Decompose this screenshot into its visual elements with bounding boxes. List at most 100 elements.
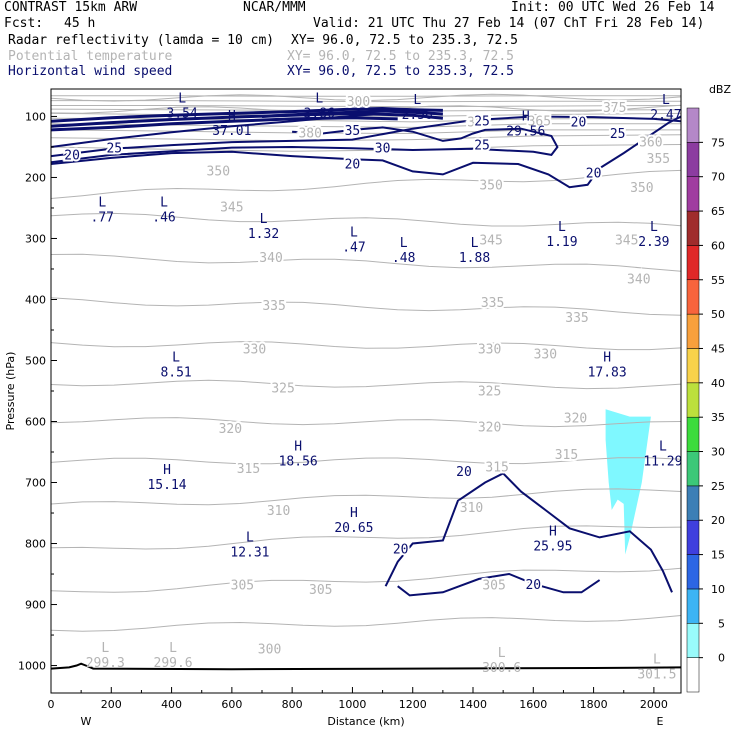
wind-extremum-marker: L: [413, 93, 421, 108]
wind-extremum-marker: L: [315, 91, 323, 106]
field-theta-xy: XY= 96.0, 72.5 to 235.3, 72.5: [287, 49, 514, 64]
theta-contour-upper: [51, 105, 681, 108]
theta-extremum-value: 299.3: [86, 656, 125, 671]
theta-contour: [51, 169, 681, 199]
wind-contour-label: 20: [525, 578, 541, 593]
x-tick-label: 1000: [338, 698, 366, 711]
theta-contour-label: 320: [478, 421, 501, 436]
x-tick-label: 800: [282, 698, 303, 711]
colorbar-swatch: [686, 107, 700, 143]
axes-layer: 0 200 400 600 800 1000 1200 1400 1600 1800 2000 100…: [4, 110, 668, 728]
theta-contour-upper: [51, 144, 681, 152]
wind-extremum-marker: H: [163, 463, 171, 478]
theta-extremum-value: 301.5: [637, 668, 676, 683]
theta-contour-label: 305: [482, 579, 505, 594]
colorbar-tick-label: 0: [718, 652, 725, 665]
colorbar-swatch: [686, 142, 700, 177]
wind-extremum-marker: L: [172, 351, 180, 366]
colorbar-swatch: [686, 451, 700, 487]
wind-contour-label: 35: [345, 124, 361, 139]
wind-contour-label: 20: [586, 167, 602, 182]
wind-extremum-marker: H: [522, 110, 530, 125]
colorbar-tick-label: 30: [711, 446, 725, 459]
wind-extremum-value: 37.01: [212, 124, 251, 139]
theta-contour-label: 305: [231, 579, 254, 594]
wind-jet-core-contour: [51, 106, 443, 123]
wind-contour-label: 25: [474, 115, 490, 130]
theta-contour-upper: [51, 129, 681, 135]
x-tick-label: 1800: [580, 698, 608, 711]
theta-contour: [51, 379, 681, 390]
theta-contour: [51, 525, 681, 550]
theta-contour: [51, 93, 681, 102]
theta-extremum-value: 299.6: [154, 656, 193, 671]
colorbar-tick-label: 15: [711, 549, 725, 562]
theta-contour-label: 350: [479, 178, 502, 193]
wind-extremum-value: 29.56: [506, 125, 545, 140]
wind-extremum-marker: L: [558, 220, 566, 235]
y-tick-label: 800: [25, 538, 46, 551]
colorbar-swatch: [686, 210, 700, 246]
wind-extremum-value: 17.83: [588, 366, 627, 381]
wind-extremum-value: 2.56: [402, 108, 433, 123]
y-tick-label: 500: [25, 354, 46, 367]
field-reflectivity-name: Radar reflectivity (lamda = 10 cm): [8, 33, 275, 48]
colorbar-tick-label: 60: [711, 239, 725, 252]
theta-contour-label: 360: [639, 136, 662, 151]
theta-contour-label: 350: [207, 164, 230, 179]
field-wind-name: Horizontal wind speed: [8, 64, 173, 79]
theta-contour-upper: [51, 95, 681, 97]
theta-contour-label: 320: [564, 411, 587, 426]
wind-extremum-marker: L: [178, 91, 186, 106]
wind-extremum-marker: H: [603, 351, 611, 366]
init-time: Init: 00 UTC Wed 26 Feb 14: [511, 0, 715, 15]
y-tick-label: 700: [25, 477, 46, 490]
wind-contour-label: 20: [345, 157, 361, 172]
wind-extremum-value: .77: [91, 211, 114, 226]
theta-extremum-marker: L: [498, 646, 506, 661]
theta-contour-label: 330: [534, 347, 557, 362]
theta-contour-label: 315: [555, 448, 578, 463]
colorbar-tick-label: 5: [718, 617, 725, 630]
colorbar-swatch: [686, 382, 700, 418]
colorbar-swatch: [686, 623, 700, 658]
colorbar-swatch: [686, 416, 700, 452]
theta-contour: [51, 297, 681, 316]
theta-contour-label: 340: [627, 272, 650, 287]
theta-contour-label: 320: [219, 422, 242, 437]
theta-contour-label: 305: [309, 583, 332, 598]
field-reflectivity-xy: XY= 96.0, 72.5 to 235.3, 72.5: [291, 33, 518, 48]
wind-speed-contour: [384, 472, 673, 593]
wind-extremum-value: 2.47: [650, 108, 681, 123]
theta-contour-label: 300: [347, 95, 370, 110]
x-tick-label: 600: [221, 698, 242, 711]
wind-extremum-marker: L: [471, 236, 479, 251]
y-tick-label: 300: [25, 232, 46, 245]
wind-extremum-marker: H: [350, 506, 358, 521]
wind-speed-contour: [51, 115, 681, 189]
theta-contour-upper: [51, 100, 681, 103]
colorbar-unit-label: dBZ: [709, 83, 732, 96]
forecast-label: Fcst:: [4, 16, 44, 31]
colorbar-swatch: [686, 485, 700, 521]
theta-contour-label: 340: [259, 251, 282, 266]
forecast-hours: 45 h: [64, 16, 96, 31]
theta-contour-label: 325: [478, 385, 501, 400]
wind-extremum-marker: L: [260, 212, 268, 227]
wind-extremum-value: 25.95: [533, 539, 572, 554]
wind-extremum-marker: L: [98, 196, 106, 211]
x-axis-label: Distance (km): [327, 715, 404, 728]
west-endpoint-label: W: [81, 715, 92, 728]
theta-contour: [51, 341, 681, 351]
theta-contour: [51, 567, 681, 593]
wind-extremum-marker: L: [246, 531, 254, 546]
wind-extremum-marker: L: [659, 440, 667, 455]
colorbar-tick-label: 65: [711, 205, 725, 218]
wind-extremum-value: 3.54: [166, 106, 197, 121]
y-tick-label: 900: [25, 599, 46, 612]
theta-contour-label: 380: [298, 127, 321, 142]
theta-contour-label: 335: [565, 311, 588, 326]
colorbar-swatch: [686, 588, 700, 624]
